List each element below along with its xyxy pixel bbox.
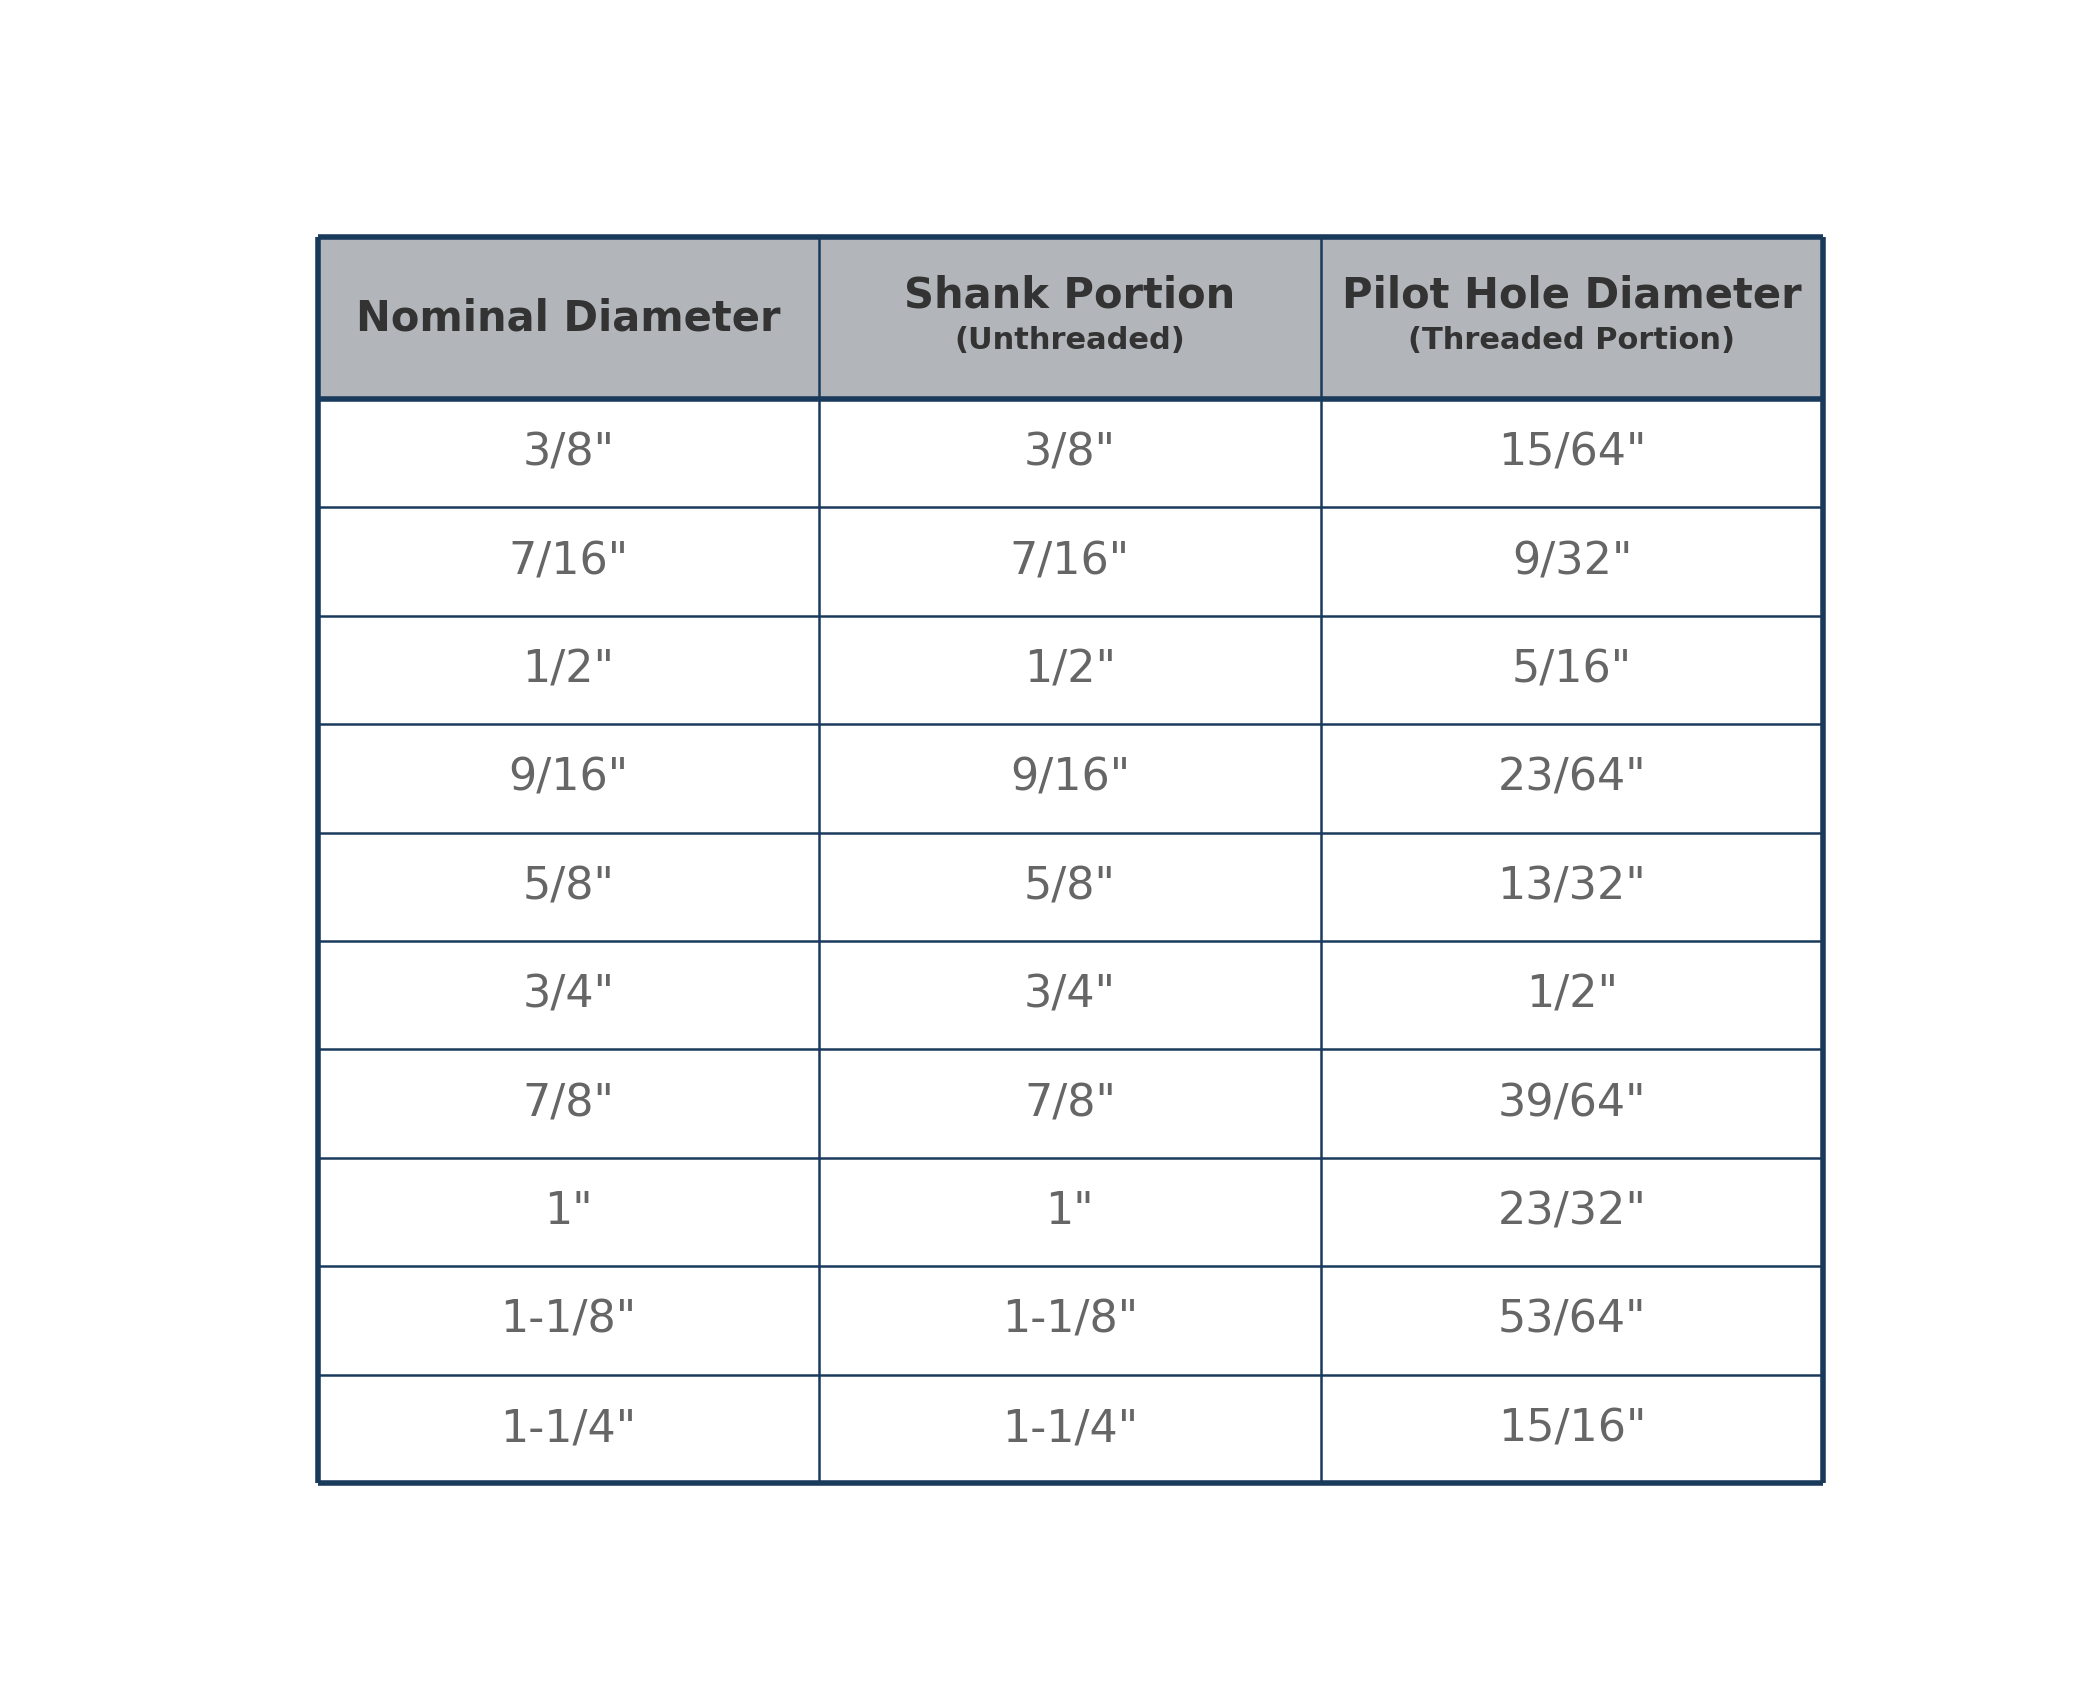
Text: 5/8": 5/8": [1024, 865, 1116, 908]
Text: 23/32": 23/32": [1498, 1190, 1646, 1233]
Bar: [819, 942, 1320, 1049]
Bar: [819, 1265, 1320, 1374]
Text: Nominal Diameter: Nominal Diameter: [357, 296, 781, 339]
Text: 5/16": 5/16": [1512, 649, 1632, 691]
Bar: [1320, 1374, 1824, 1483]
Text: 5/8": 5/8": [522, 865, 614, 908]
Text: 1/2": 1/2": [1525, 974, 1619, 1017]
Text: 7/16": 7/16": [1009, 540, 1130, 582]
Bar: [819, 1374, 1320, 1483]
Bar: [318, 1265, 819, 1374]
Text: 3/8": 3/8": [1024, 433, 1116, 475]
Text: 9/32": 9/32": [1512, 540, 1632, 582]
Bar: [1320, 833, 1824, 942]
Bar: [819, 507, 1320, 616]
Bar: [318, 507, 819, 616]
Bar: [819, 237, 1320, 399]
Text: 3/4": 3/4": [522, 974, 614, 1017]
Bar: [318, 237, 819, 399]
Text: 15/16": 15/16": [1498, 1407, 1646, 1451]
Bar: [1320, 1158, 1824, 1265]
Text: 3/8": 3/8": [522, 433, 614, 475]
Text: 1": 1": [543, 1190, 593, 1233]
Text: 9/16": 9/16": [508, 756, 629, 800]
Bar: [1320, 942, 1824, 1049]
Text: 1/2": 1/2": [1024, 649, 1116, 691]
Text: 1/2": 1/2": [522, 649, 614, 691]
Text: 15/64": 15/64": [1498, 433, 1646, 475]
Bar: [819, 833, 1320, 942]
Bar: [1320, 1265, 1824, 1374]
Bar: [819, 724, 1320, 833]
Bar: [1320, 616, 1824, 724]
Bar: [318, 1158, 819, 1265]
Bar: [1320, 399, 1824, 507]
Bar: [318, 833, 819, 942]
Text: 1-1/4": 1-1/4": [1003, 1407, 1139, 1451]
Text: 7/8": 7/8": [522, 1081, 614, 1126]
Bar: [318, 942, 819, 1049]
Bar: [318, 1374, 819, 1483]
Text: 1-1/8": 1-1/8": [501, 1299, 637, 1342]
Bar: [819, 1049, 1320, 1158]
Text: 53/64": 53/64": [1498, 1299, 1646, 1342]
Bar: [1320, 1049, 1824, 1158]
Bar: [1320, 237, 1824, 399]
Bar: [1320, 724, 1824, 833]
Text: (Unthreaded): (Unthreaded): [955, 327, 1184, 356]
Bar: [318, 399, 819, 507]
Text: 9/16": 9/16": [1009, 756, 1130, 800]
Text: 23/64": 23/64": [1498, 756, 1646, 800]
Bar: [318, 616, 819, 724]
Bar: [1320, 507, 1824, 616]
Bar: [318, 1049, 819, 1158]
Text: (Threaded Portion): (Threaded Portion): [1408, 327, 1736, 356]
Bar: [318, 724, 819, 833]
Text: 7/8": 7/8": [1024, 1081, 1116, 1126]
Text: Pilot Hole Diameter: Pilot Hole Diameter: [1341, 274, 1803, 317]
Text: 3/4": 3/4": [1024, 974, 1116, 1017]
Text: 39/64": 39/64": [1498, 1081, 1646, 1126]
Text: 1-1/8": 1-1/8": [1003, 1299, 1139, 1342]
Text: 13/32": 13/32": [1498, 865, 1646, 908]
Text: 1": 1": [1047, 1190, 1095, 1233]
Text: Shank Portion: Shank Portion: [905, 274, 1235, 317]
Text: 1-1/4": 1-1/4": [501, 1407, 637, 1451]
Text: 7/16": 7/16": [508, 540, 629, 582]
Bar: [819, 616, 1320, 724]
Bar: [819, 1158, 1320, 1265]
Bar: [819, 399, 1320, 507]
